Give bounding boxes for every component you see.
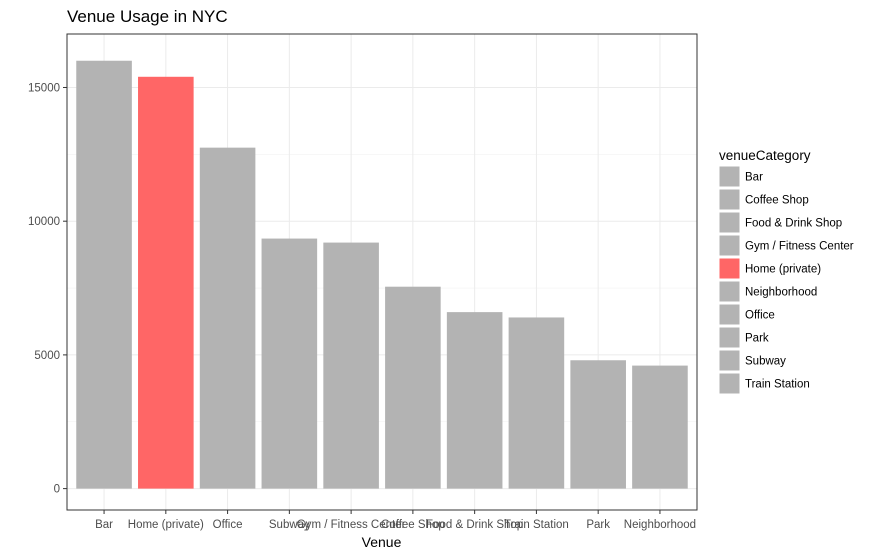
legend-key [718,188,741,211]
bar-home-private [138,76,194,489]
bar-bar [76,60,132,489]
x-tick-label: Coffee Shop [381,519,445,531]
legend-key [718,165,741,188]
legend-key [718,280,741,303]
x-tick-label: Home (private) [128,519,204,531]
legend-title: venueCategory [719,148,811,163]
legend-label: Coffee Shop [745,195,809,207]
legend-label: Neighborhood [745,287,817,299]
bar-neighborhood [632,365,688,489]
legend-label: Office [745,310,775,322]
chart-title: Venue Usage in NYC [67,7,228,26]
bar-subway [261,238,318,489]
y-tick-label: 10000 [28,216,60,228]
bar-office [199,147,256,489]
legend-label: Bar [745,172,763,184]
legend-key [718,303,741,326]
legend-key [718,234,741,257]
x-axis-title: Venue [362,534,402,550]
legend-key [718,349,741,372]
legend: venueCategory Bar Coffee Shop Food & Drink … [718,148,854,395]
plot-border [66,33,698,511]
bar-train-station [508,317,565,489]
x-tick-label: Food & Drink Shop [426,519,523,531]
x-tick-label: Neighborhood [624,519,696,531]
y-tick-label: 0 [54,484,60,496]
bar-park [570,360,626,489]
legend-key [718,257,741,280]
legend-label: Train Station [745,379,810,391]
legend-key [718,326,741,349]
x-tick-label: Office [213,519,243,531]
legend-label: Food & Drink Shop [745,218,842,230]
legend-label: Park [745,333,769,345]
legend-key [718,372,741,395]
legend-label: Gym / Fitness Center [745,241,854,253]
legend-key [718,211,741,234]
x-tick-label: Bar [95,519,113,531]
bar-coffee-shop [385,286,441,489]
x-tick-label: Gym / Fitness Center [297,519,406,531]
x-tick-label: Train Station [504,519,569,531]
y-tick-label: 15000 [28,82,60,94]
x-tick-label: Subway [269,519,310,531]
y-tick-label: 5000 [34,350,60,362]
x-tick-label: Park [586,519,610,531]
bar-gym-fitness-center [323,242,379,489]
bar-food-drink-shop [446,312,503,489]
legend-label: Home (private) [745,264,821,276]
legend-label: Subway [745,356,786,368]
plot-area: 0 5000 10000 15000 Bar Home (private) Office Su… [28,33,698,531]
